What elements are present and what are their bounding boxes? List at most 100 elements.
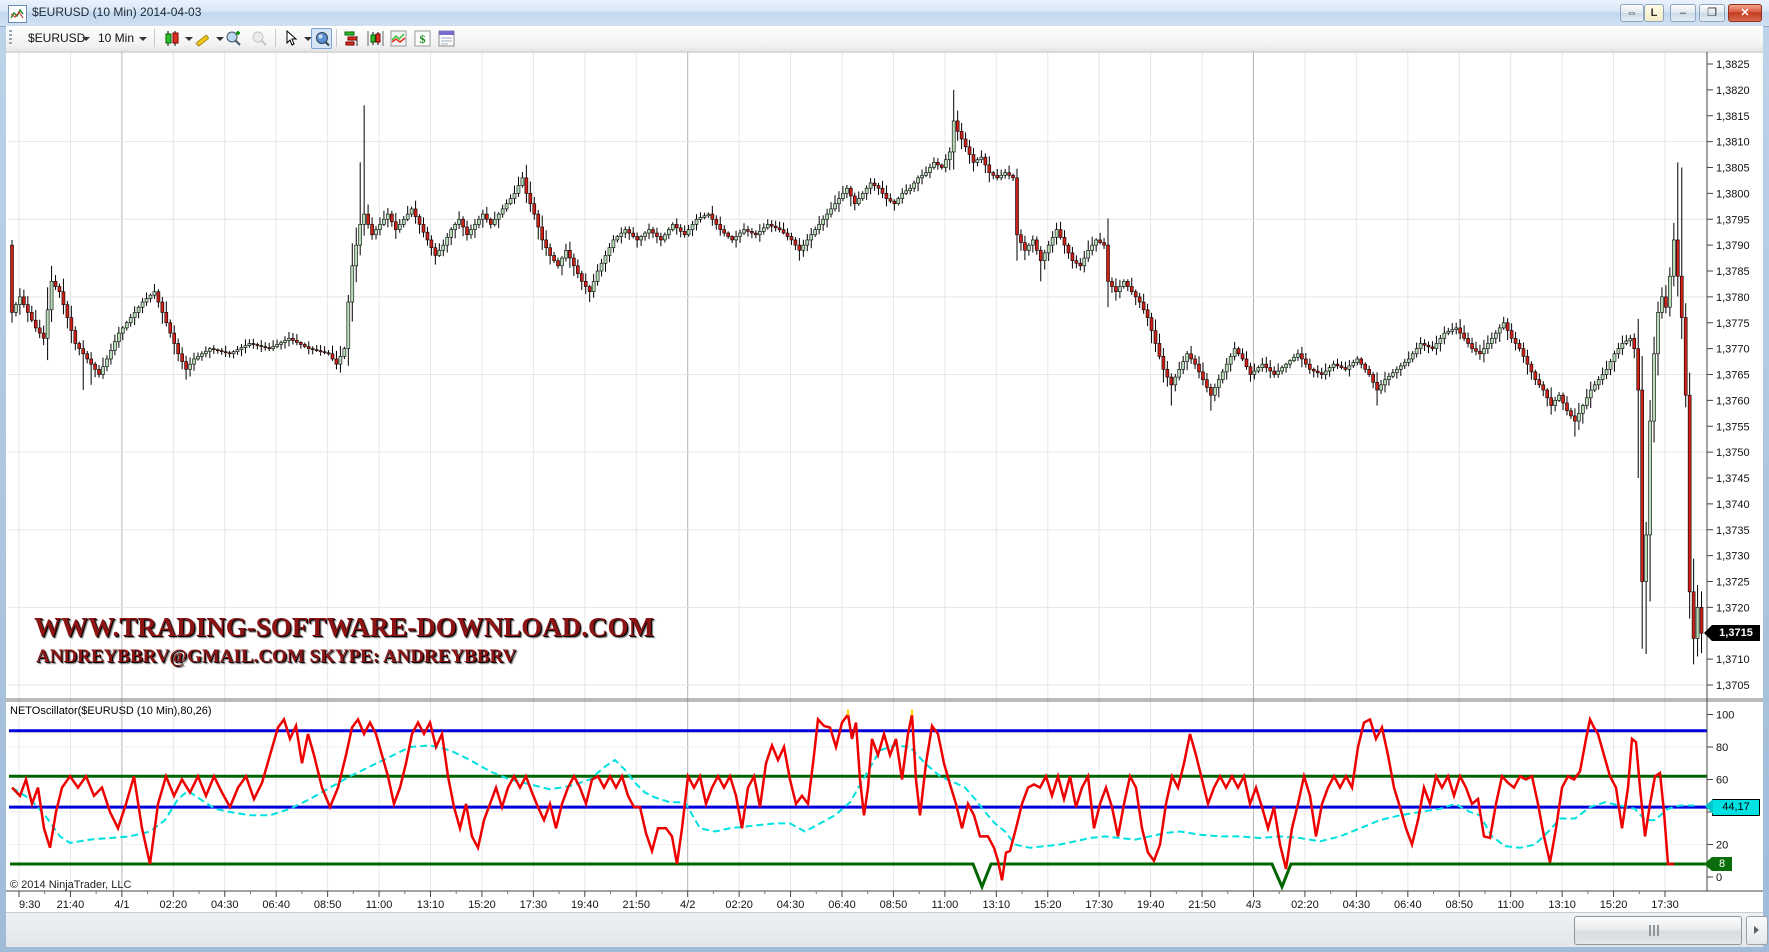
- drawing-tools-dropdown-icon[interactable]: [216, 37, 224, 41]
- svg-text:08:50: 08:50: [880, 899, 908, 911]
- svg-text:1,3775: 1,3775: [1716, 318, 1750, 330]
- svg-text:19:40: 19:40: [571, 899, 599, 911]
- cursor-tool-button[interactable]: [281, 28, 302, 49]
- svg-text:1,3755: 1,3755: [1716, 421, 1750, 433]
- toolbar-separator: [336, 29, 337, 47]
- svg-text:4/3: 4/3: [1246, 899, 1261, 911]
- svg-text:1,3710: 1,3710: [1716, 654, 1750, 666]
- minimize-button[interactable]: –: [1670, 4, 1696, 22]
- svg-text:04:30: 04:30: [211, 899, 239, 911]
- link-group-button[interactable]: L: [1644, 4, 1664, 22]
- svg-text:04:30: 04:30: [1343, 899, 1371, 911]
- svg-text:02:20: 02:20: [725, 899, 753, 911]
- svg-text:1,3750: 1,3750: [1716, 447, 1750, 459]
- svg-text:1,3745: 1,3745: [1716, 473, 1750, 485]
- svg-text:11:00: 11:00: [932, 899, 959, 911]
- svg-text:02:20: 02:20: [1291, 899, 1319, 911]
- svg-text:1,3725: 1,3725: [1716, 577, 1750, 589]
- svg-text:100: 100: [1716, 710, 1734, 722]
- svg-text:06:40: 06:40: [262, 899, 290, 911]
- svg-text:4/2: 4/2: [680, 899, 695, 911]
- toolbar-grip[interactable]: [9, 30, 12, 46]
- svg-text:17:30: 17:30: [1651, 899, 1679, 911]
- svg-text:1,3760: 1,3760: [1716, 395, 1750, 407]
- svg-text:13:10: 13:10: [417, 899, 445, 911]
- svg-text:1,3785: 1,3785: [1716, 266, 1750, 278]
- chart-toolbar: $EURUSD 10 Min: [6, 26, 1763, 52]
- svg-text:15:20: 15:20: [468, 899, 496, 911]
- cursor-dropdown-icon[interactable]: [304, 37, 312, 41]
- indicators-button[interactable]: [388, 28, 409, 49]
- svg-text:1,3815: 1,3815: [1716, 111, 1750, 123]
- restore-button[interactable]: ❐: [1699, 4, 1725, 22]
- scrollbar-right-arrow[interactable]: [1746, 916, 1768, 945]
- svg-text:13:10: 13:10: [1548, 899, 1576, 911]
- chart-area[interactable]: [6, 51, 1763, 912]
- data-series-button[interactable]: [365, 28, 386, 49]
- svg-text:1,3770: 1,3770: [1716, 344, 1750, 356]
- svg-text:21:40: 21:40: [57, 899, 85, 911]
- copyright-text: © 2014 NinjaTrader, LLC: [10, 879, 132, 891]
- svg-text:1,3720: 1,3720: [1716, 602, 1750, 614]
- svg-text:1,3765: 1,3765: [1716, 370, 1750, 382]
- badge-arrow-icon: [1704, 625, 1712, 641]
- svg-text:1,3740: 1,3740: [1716, 499, 1750, 511]
- svg-text:1,3780: 1,3780: [1716, 292, 1750, 304]
- account-dollar-button[interactable]: $: [412, 28, 433, 49]
- svg-text:1,3825: 1,3825: [1716, 59, 1750, 71]
- scrollbar-grip-icon: [1649, 925, 1661, 936]
- last-price-badge: 1,3715: [1704, 625, 1760, 641]
- svg-text:13:10: 13:10: [983, 899, 1011, 911]
- svg-text:11:00: 11:00: [1497, 899, 1524, 911]
- zoom-out-button[interactable]: [249, 28, 270, 49]
- title-bar[interactable]: $EURUSD (10 Min) 2014-04-03 ⇔ L – ❐ ✕: [0, 0, 1769, 27]
- interval-dropdown-icon[interactable]: [139, 37, 147, 41]
- svg-text:15:20: 15:20: [1034, 899, 1062, 911]
- properties-panel-button[interactable]: [436, 28, 457, 49]
- svg-text:17:30: 17:30: [520, 899, 548, 911]
- toolbar-separator: [154, 29, 155, 47]
- svg-text:1,3790: 1,3790: [1716, 240, 1750, 252]
- close-button[interactable]: ✕: [1728, 4, 1762, 22]
- svg-text:60: 60: [1716, 775, 1728, 787]
- oscillator-label: NETOscillator($EURUSD (10 Min),80,26): [10, 705, 212, 717]
- drawing-tools-button[interactable]: [192, 28, 213, 49]
- chart-style-dropdown-icon[interactable]: [185, 37, 193, 41]
- svg-text:06:40: 06:40: [828, 899, 856, 911]
- horizontal-scrollbar[interactable]: [6, 912, 1768, 947]
- chart-style-button[interactable]: [161, 28, 182, 49]
- interval-selector[interactable]: 10 Min: [98, 31, 135, 45]
- watermark-line2: ANDREYBBRV@GMAIL.COM SKYPE: ANDREYBBRV: [36, 646, 517, 667]
- svg-text:04:30: 04:30: [777, 899, 805, 911]
- svg-text:9:30: 9:30: [19, 899, 40, 911]
- crosshair-magnifier-button[interactable]: [311, 28, 332, 49]
- svg-text:1,3730: 1,3730: [1716, 551, 1750, 563]
- svg-text:21:50: 21:50: [622, 899, 650, 911]
- instrument-selector[interactable]: $EURUSD: [28, 31, 86, 45]
- chart-window-icon: [8, 5, 27, 23]
- scrollbar-thumb[interactable]: [1574, 916, 1742, 945]
- svg-text:1,3810: 1,3810: [1716, 137, 1750, 149]
- svg-text:08:50: 08:50: [1445, 899, 1473, 911]
- oscillator-green-value-badge: 8: [1704, 857, 1732, 871]
- instrument-link-icon[interactable]: ⇔: [1620, 4, 1644, 22]
- badge-arrow-icon: [1705, 799, 1713, 814]
- zoom-in-button[interactable]: [223, 28, 244, 49]
- svg-text:11:00: 11:00: [366, 899, 393, 911]
- svg-text:20: 20: [1716, 840, 1728, 852]
- svg-text:0: 0: [1716, 872, 1722, 884]
- right-arrow-icon: [1754, 926, 1759, 934]
- svg-text:1,3800: 1,3800: [1716, 188, 1750, 200]
- svg-text:19:40: 19:40: [1137, 899, 1165, 911]
- svg-text:17:30: 17:30: [1085, 899, 1113, 911]
- svg-text:1,3805: 1,3805: [1716, 163, 1750, 175]
- badge-arrow-icon: [1704, 857, 1712, 871]
- toolbar-separator: [275, 29, 276, 47]
- chart-trader-button[interactable]: [342, 28, 363, 49]
- instrument-dropdown-icon[interactable]: [82, 37, 90, 41]
- svg-text:80: 80: [1716, 742, 1728, 754]
- svg-text:08:50: 08:50: [314, 899, 342, 911]
- svg-text:4/1: 4/1: [114, 899, 129, 911]
